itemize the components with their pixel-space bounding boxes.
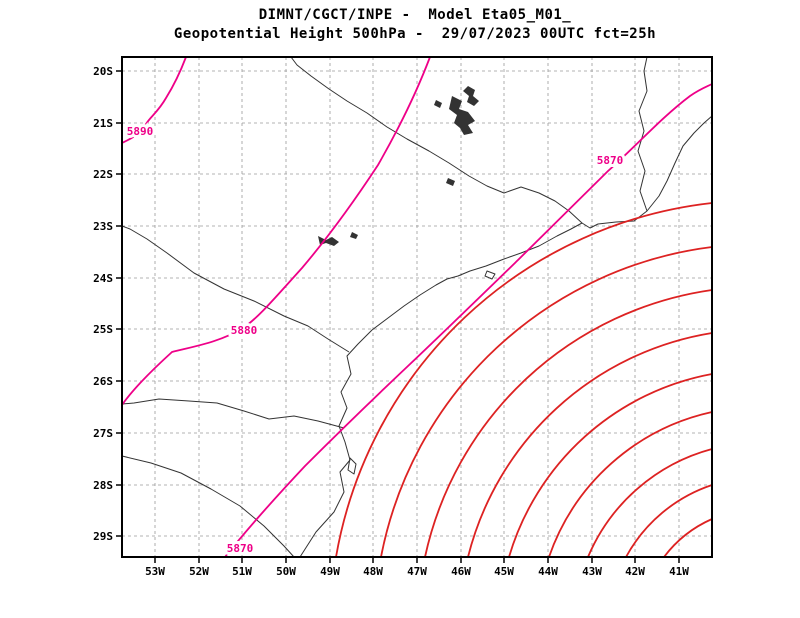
axis-ticks xyxy=(116,70,680,563)
lake-shape xyxy=(449,96,475,135)
contour-label-halo: 5870 xyxy=(227,542,254,555)
y-tick-label: 22S xyxy=(93,168,113,181)
border-line xyxy=(121,398,345,429)
y-tick-label: 24S xyxy=(93,272,113,285)
contour-line-unlabeled xyxy=(548,411,713,558)
contour-5880 xyxy=(121,56,431,406)
basemap-borders xyxy=(121,56,713,558)
border-line xyxy=(637,56,648,212)
y-tick-label: 29S xyxy=(93,530,113,543)
x-tick-label: 42W xyxy=(625,565,645,578)
basemap-lakes xyxy=(318,86,479,246)
contour-5890 xyxy=(121,56,187,144)
lake-shape xyxy=(434,100,442,108)
contour-line-unlabeled xyxy=(467,332,713,558)
y-tick-label: 27S xyxy=(93,427,113,440)
lake-shape xyxy=(446,178,455,186)
y-tick-label: 20S xyxy=(93,65,113,78)
contour-label-halo: 5880 xyxy=(231,324,258,337)
contour-label: 5870 xyxy=(597,154,624,167)
x-tick-label: 45W xyxy=(494,565,514,578)
x-tick-label: 48W xyxy=(363,565,383,578)
lake-shape xyxy=(350,232,358,239)
lake-shape xyxy=(318,236,339,246)
x-tick-label: 50W xyxy=(276,565,296,578)
graticule-grid xyxy=(122,57,712,557)
contour-line-unlabeled xyxy=(380,246,713,558)
y-tick-label: 28S xyxy=(93,479,113,492)
border-line xyxy=(484,270,496,280)
x-tick-label: 43W xyxy=(582,565,602,578)
contour-line-unlabeled xyxy=(587,448,713,558)
x-tick-label: 52W xyxy=(189,565,209,578)
border-line xyxy=(290,56,583,224)
lake-shape xyxy=(463,86,479,106)
y-tick-label: 21S xyxy=(93,117,113,130)
contour-line-unlabeled xyxy=(335,202,713,558)
contour-line-unlabeled xyxy=(625,484,713,558)
x-tick-label: 44W xyxy=(538,565,558,578)
contour-line-unlabeled xyxy=(663,518,713,558)
y-tick-label: 23S xyxy=(93,220,113,233)
contour-label: 5890 xyxy=(127,125,154,138)
contour-label-halo: 5870 xyxy=(597,154,624,167)
y-tick-label: 26S xyxy=(93,375,113,388)
x-tick-label: 41W xyxy=(669,565,689,578)
border-line xyxy=(299,115,713,558)
y-tick-label: 25S xyxy=(93,323,113,336)
contour-line-unlabeled xyxy=(424,289,713,558)
contour-5870 xyxy=(224,83,713,558)
contour-label-halo: 5890 xyxy=(127,125,154,138)
contour-label: 5880 xyxy=(231,324,258,337)
border-line xyxy=(347,457,357,475)
x-tick-label: 51W xyxy=(232,565,252,578)
contour-line-unlabeled xyxy=(508,373,713,558)
x-tick-label: 46W xyxy=(451,565,471,578)
border-line xyxy=(121,225,350,353)
x-tick-label: 47W xyxy=(407,565,427,578)
x-tick-label: 49W xyxy=(320,565,340,578)
x-tick-label: 53W xyxy=(145,565,165,578)
contour-label: 5870 xyxy=(227,542,254,555)
title-line-1: DIMNT/CGCT/INPE - Model Eta05_M01_ xyxy=(258,7,572,23)
border-line xyxy=(121,455,295,558)
axis-labels: 53W 52W 51W 50W 49W 48W 47W 46W 45W 44W 43W 42W 41W 2… xyxy=(93,65,689,578)
contour-lines xyxy=(121,56,713,558)
title-line-2: Geopotential Height 500hPa - 29/07/2023 … xyxy=(173,26,657,42)
chart-header: DIMNT/CGCT/INPE - Model Eta05_M01_ Geopo… xyxy=(0,6,800,44)
